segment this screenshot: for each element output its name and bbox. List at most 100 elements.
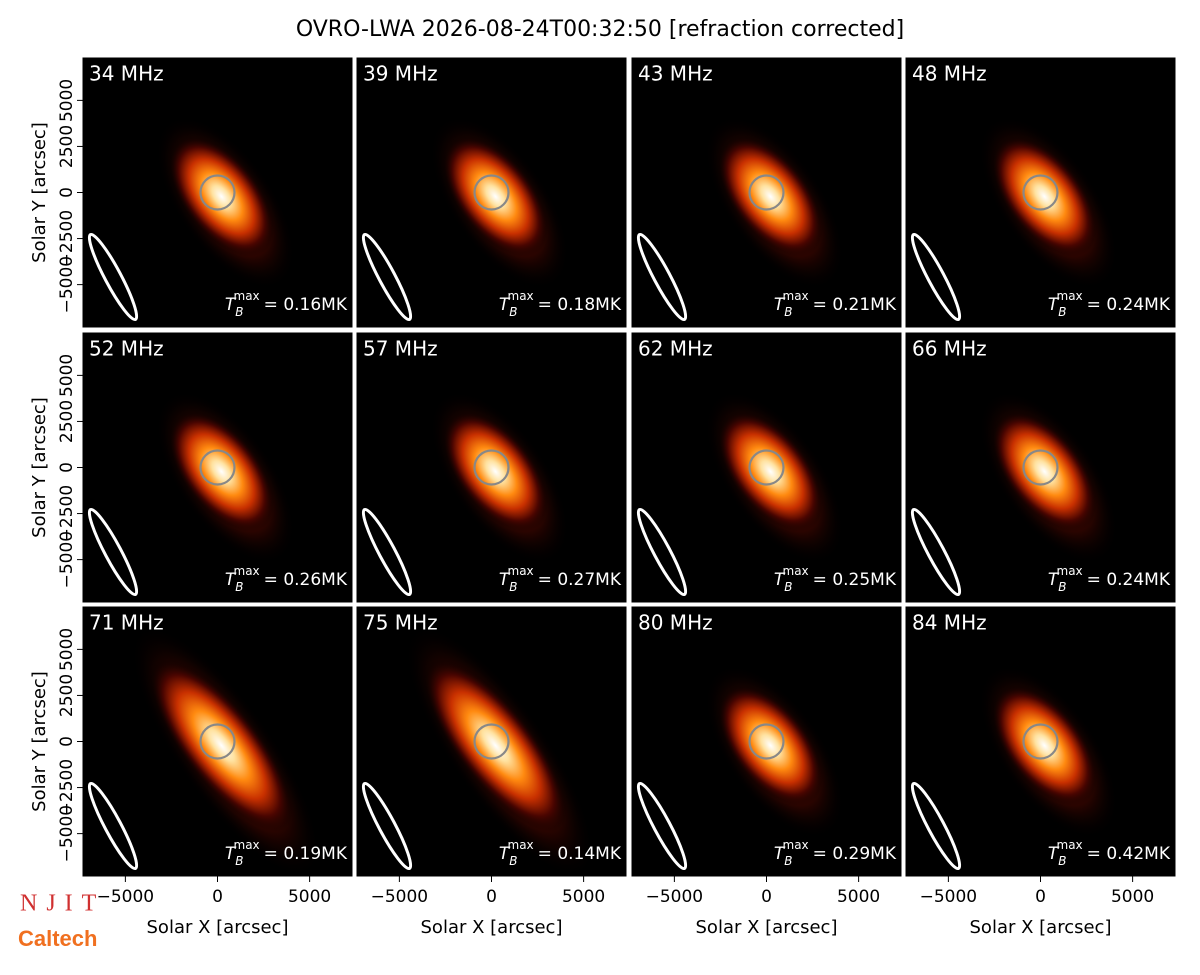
y-tick-label: 2500 [57,125,77,168]
tb-subscript: B [235,580,243,594]
y-tick-label: 2500 [57,400,77,443]
beam [910,781,962,871]
x-tick-label: 0 [212,887,223,907]
solar-disk [473,174,510,211]
tb-symbol: T [774,570,786,590]
y-tick-label: −5000 [57,256,77,314]
beam [636,781,688,871]
emission-source [443,136,548,257]
tb-symbol: T [225,295,237,315]
tb-symbol: T [774,844,786,864]
emission-source [150,659,293,832]
tb-symbol: T [499,844,511,864]
tb-superscript: max [234,564,260,578]
beam [87,781,139,871]
tb-superscript: max [508,838,534,852]
panel [632,333,901,602]
y-tick-label: 5000 [57,628,77,671]
x-axis-label: Solar X [arcsec] [696,917,838,938]
frequency-label: 66 MHz [912,337,987,361]
x-tick-label: −5000 [646,887,704,907]
tb-max-annotation: TBmax = 0.42MK [1048,838,1171,868]
frequency-label: 39 MHz [363,62,438,86]
panel [357,58,626,327]
caltech-logo: Caltech [18,926,97,951]
emission-source [718,411,823,532]
beam [361,507,413,597]
panel [632,58,901,327]
tb-subscript: B [509,854,517,868]
tb-superscript: max [508,289,534,303]
tb-value: = 0.16MK [264,295,348,315]
x-axis-label: Solar X [arcsec] [970,917,1112,938]
emission-source [169,136,274,257]
y-tick-label: 0 [57,187,77,198]
solar-disk [1022,174,1059,211]
tb-symbol: T [225,570,237,590]
tb-value: = 0.14MK [538,844,622,864]
tb-subscript: B [235,854,243,868]
emission-source [992,685,1097,806]
tb-subscript: B [235,305,243,319]
panel-frame [631,332,902,603]
tb-max-annotation: TBmax = 0.19MK [225,838,348,868]
y-tick-label: 5000 [57,79,77,122]
panel [83,333,352,602]
emission-source [992,411,1097,532]
panel [906,333,1175,602]
y-tick-label: 0 [57,462,77,473]
tb-superscript: max [234,838,260,852]
tb-subscript: B [509,305,517,319]
x-axis-label: Solar X [arcsec] [421,917,563,938]
tb-value: = 0.24MK [1087,295,1171,315]
tb-max-annotation: TBmax = 0.24MK [1048,289,1171,319]
tb-symbol: T [225,844,237,864]
tb-value: = 0.26MK [264,570,348,590]
solar-disk [199,449,236,486]
y-tick-label: −2500 [57,210,77,268]
tb-subscript: B [784,580,792,594]
solar-disk [748,449,785,486]
frequency-label: 48 MHz [912,62,987,86]
tb-superscript: max [783,564,809,578]
tb-symbol: T [774,295,786,315]
tb-value: = 0.18MK [538,295,622,315]
panel [632,607,901,876]
y-tick-label: −5000 [57,805,77,863]
emission-source [718,685,823,806]
njit-logo: NJIT [20,891,105,917]
x-tick-label: −5000 [920,887,978,907]
tb-subscript: B [509,580,517,594]
panel-frame [356,57,627,328]
solar-disk [199,723,236,760]
emission-source [443,411,548,532]
panel [83,607,352,876]
y-tick-label: −2500 [57,759,77,817]
emission-source [718,136,823,257]
solar-disk [1022,723,1059,760]
tb-max-annotation: TBmax = 0.14MK [499,838,622,868]
emission-source [169,411,274,532]
tb-max-annotation: TBmax = 0.29MK [774,838,897,868]
y-axis-label: Solar Y [arcsec] [29,671,50,812]
frequency-label: 34 MHz [89,62,164,86]
beam [87,507,139,597]
beam [910,507,962,597]
tb-symbol: T [499,570,511,590]
frequency-label: 75 MHz [363,611,438,635]
tb-value: = 0.27MK [538,570,622,590]
figure-title: OVRO-LWA 2026-08-24T00:32:50 [refraction… [296,17,904,42]
frequency-label: 62 MHz [638,337,713,361]
frequency-label: 71 MHz [89,611,164,635]
tb-subscript: B [1058,580,1066,594]
tb-superscript: max [783,289,809,303]
x-tick-label: 5000 [1111,887,1154,907]
frequency-label: 52 MHz [89,337,164,361]
tb-value: = 0.25MK [813,570,897,590]
frequency-label: 84 MHz [912,611,987,635]
panel-frame [631,57,902,328]
tb-symbol: T [1048,295,1060,315]
tb-superscript: max [234,289,260,303]
y-axis-label: Solar Y [arcsec] [29,397,50,538]
y-tick-label: 0 [57,736,77,747]
